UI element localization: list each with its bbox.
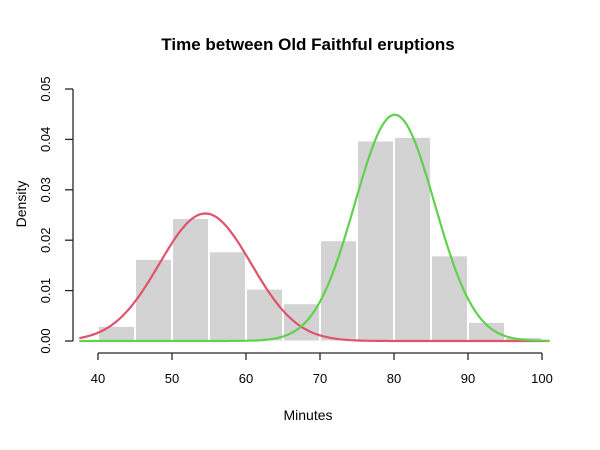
histogram-bar [209,251,246,342]
histogram-bar [172,218,209,342]
x-tick-label: 80 [387,371,401,386]
x-axis-label: Minutes [283,407,333,423]
y-tick-label: 0.05 [38,76,53,101]
histogram-bar [283,303,320,342]
histogram-bar [135,258,172,342]
x-tick-label: 40 [91,371,105,386]
histogram-bar [98,325,135,342]
y-tick-label: 0.03 [38,177,53,202]
long-wait-component-density-curve [79,113,550,343]
histogram-bar [357,140,394,342]
histogram-bar [431,255,468,342]
y-tick-label: 0.02 [38,228,53,253]
y-tick-label: 0.01 [38,278,53,303]
x-tick-label: 70 [313,371,327,386]
histogram-bar [246,288,283,342]
short-wait-component-density-curve [79,212,550,343]
x-tick-label: 90 [461,371,475,386]
y-tick-label: 0.00 [38,328,53,353]
y-tick-label: 0.04 [38,127,53,152]
x-tick-label: 100 [531,371,553,386]
chart-title: Time between Old Faithful eruptions [161,35,455,54]
x-tick-label: 50 [165,371,179,386]
x-tick-label: 60 [239,371,253,386]
